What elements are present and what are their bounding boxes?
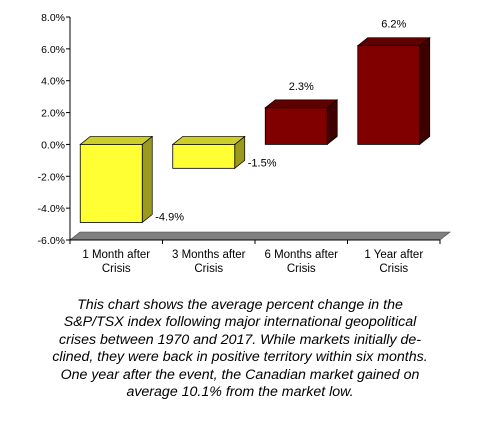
caption-line-1: This chart shows the average percent cha… bbox=[77, 297, 403, 313]
y-tick-label: 2.0% bbox=[41, 108, 65, 120]
bar bbox=[172, 144, 236, 169]
bar bbox=[79, 144, 143, 223]
bar-side bbox=[141, 135, 153, 224]
data-label: -4.9% bbox=[155, 211, 184, 223]
y-tick-label: -4.0% bbox=[38, 203, 65, 215]
bar bbox=[264, 107, 328, 145]
x-category-label: Crisis bbox=[194, 263, 223, 275]
caption-line-3: crises between 1970 and 2017. While mark… bbox=[59, 331, 421, 348]
bar-top bbox=[264, 99, 339, 109]
y-tick-label: -2.0% bbox=[38, 171, 65, 183]
x-category-label: 6 Months after bbox=[264, 249, 338, 261]
x-category-label: 1 Month after bbox=[82, 249, 150, 261]
bar-top bbox=[356, 37, 431, 47]
y-tick-label: 8.0% bbox=[41, 12, 65, 24]
y-tick-label: 4.0% bbox=[41, 76, 65, 88]
x-category-label: Crisis bbox=[287, 263, 316, 275]
y-tick-label: -6.0% bbox=[38, 235, 65, 247]
x-category-label: 3 Months after bbox=[172, 249, 246, 261]
y-tick-label: 0.0% bbox=[41, 139, 65, 151]
caption-line-2: S&P/TSX index following major internatio… bbox=[63, 314, 417, 331]
bar-side bbox=[419, 36, 431, 146]
bar bbox=[357, 45, 421, 145]
caption-line-4: clined, they were back in positive terri… bbox=[52, 349, 428, 366]
data-label: 2.3% bbox=[289, 81, 314, 93]
chart-floor bbox=[69, 231, 451, 241]
bar-top bbox=[171, 136, 246, 145]
caption-line-6: average 10.1% from the market low. bbox=[126, 384, 354, 401]
x-category-label: Crisis bbox=[102, 263, 131, 275]
bar-top bbox=[79, 136, 154, 145]
y-tick-label: 6.0% bbox=[41, 44, 65, 56]
x-category-label: Crisis bbox=[379, 263, 408, 275]
x-category-label: 1 Year after bbox=[364, 249, 423, 261]
bar-chart: 8.0% 6.0% 4.0% 2.0% 0.0% -2.0% -4.0% -6.0% -4.9%… bbox=[38, 12, 451, 275]
data-label: 6.2% bbox=[381, 19, 406, 31]
data-label: -1.5% bbox=[248, 157, 277, 169]
chart-caption: This chart shows the average percent cha… bbox=[14, 297, 466, 401]
caption-line-5: One year after the event, the Canadian m… bbox=[60, 366, 420, 383]
